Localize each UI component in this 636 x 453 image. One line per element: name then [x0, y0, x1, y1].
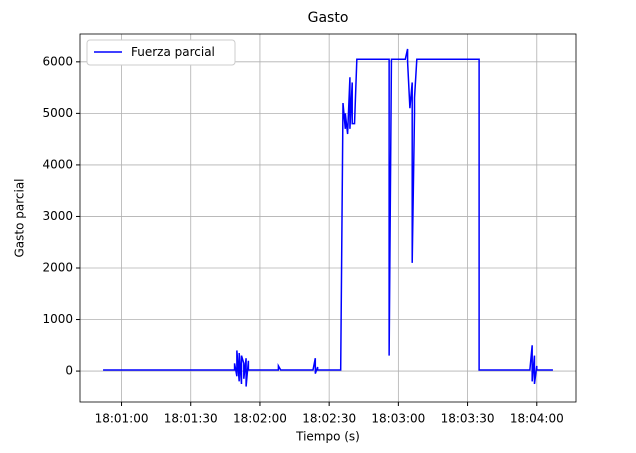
x-tick-label: 18:01:00: [95, 412, 149, 426]
x-tick-label: 18:01:30: [164, 412, 218, 426]
y-tick-label: 5000: [42, 106, 73, 120]
chart-title: Gasto: [308, 10, 349, 26]
legend-box: [86, 39, 236, 66]
x-axis-label: Tiempo (s): [295, 430, 360, 444]
x-tick-label: 18:03:30: [441, 412, 495, 426]
y-tick-label: 2000: [42, 260, 73, 274]
y-tick-label: 4000: [42, 157, 73, 171]
x-tick-label: 18:03:00: [371, 412, 425, 426]
y-axis-label: Gasto parcial: [13, 178, 27, 257]
data-line: [103, 48, 553, 387]
x-tick-label: 18:04:00: [510, 412, 564, 426]
x-tick-label: 18:02:00: [233, 412, 287, 426]
y-tick-label: 0: [65, 364, 73, 378]
x-tick-label: 18:02:30: [302, 412, 356, 426]
y-tick-label: 3000: [42, 209, 73, 223]
y-tick-label: 6000: [42, 54, 73, 68]
legend-label: Fuerza parcial: [131, 45, 215, 59]
legend: Fuerza parcial: [86, 39, 236, 66]
plot-frame: [79, 33, 577, 403]
y-tick-label: 1000: [42, 312, 73, 326]
